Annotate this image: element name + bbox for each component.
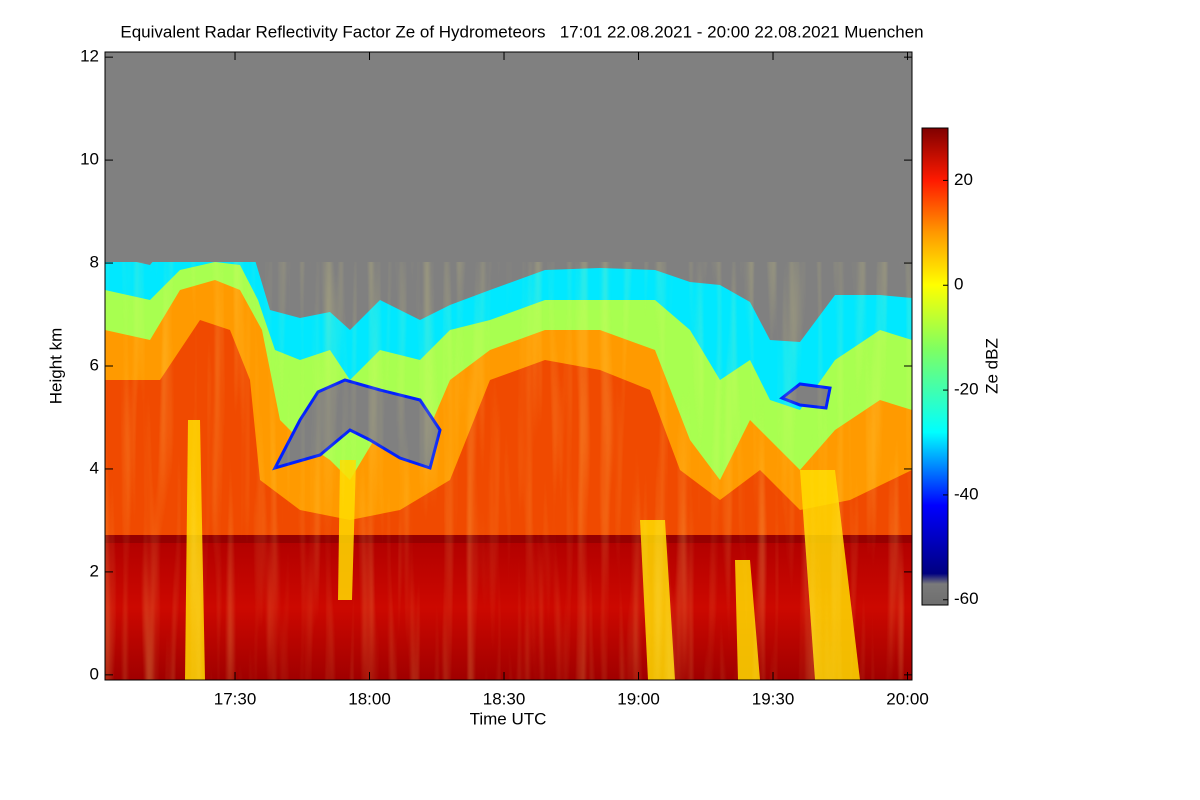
y-tick-label: 12 [80, 47, 99, 66]
colorbar-tick-label: 0 [954, 275, 963, 294]
x-tick-label: 19:30 [752, 689, 795, 708]
x-tick-label: 18:00 [348, 689, 391, 708]
y-tick-label: 8 [90, 253, 99, 272]
x-tick-label: 18:30 [483, 689, 526, 708]
y-tick-label: 10 [80, 150, 99, 169]
y-tick-label: 6 [90, 355, 99, 374]
y-axis-label: Height km [46, 328, 65, 405]
x-tick-label: 19:00 [617, 689, 660, 708]
colorbar-tick-label: 20 [954, 170, 973, 189]
x-tick-label: 17:30 [214, 689, 257, 708]
chart-title: Equivalent Radar Reflectivity Factor Ze … [120, 22, 923, 41]
x-axis-label: Time UTC [470, 709, 547, 728]
y-tick-label: 2 [90, 561, 99, 580]
y-tick-label: 0 [90, 664, 99, 683]
x-tick-label: 20:00 [886, 689, 929, 708]
colorbar-tick-label: -20 [954, 380, 979, 399]
radar-field [105, 52, 912, 680]
colorbar-label: Ze dBZ [982, 338, 1001, 394]
colorbar [921, 127, 949, 606]
colorbar-tick-label: -60 [954, 589, 979, 608]
colorbar-tick-label: -40 [954, 484, 979, 503]
y-tick-label: 4 [90, 458, 99, 477]
